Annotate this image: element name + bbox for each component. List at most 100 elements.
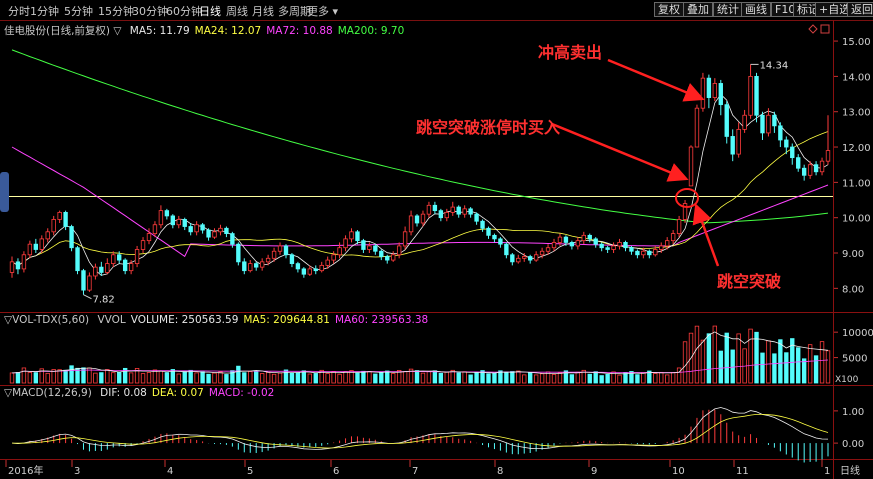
candle-22[interactable] <box>140 237 146 254</box>
candle-97[interactable] <box>587 233 592 243</box>
candle-71[interactable] <box>432 201 438 215</box>
candle-32[interactable] <box>200 222 205 234</box>
candle-59[interactable] <box>361 238 366 254</box>
candle-5[interactable] <box>39 235 44 254</box>
candle-107[interactable] <box>647 249 652 259</box>
corner-icons[interactable] <box>808 24 830 34</box>
candle-104[interactable] <box>629 245 634 255</box>
period-tab-4[interactable]: 30分钟 <box>132 5 168 18</box>
candle-105[interactable] <box>635 249 640 259</box>
candle-103[interactable] <box>623 240 628 252</box>
candle-137[interactable] <box>825 115 831 165</box>
candle-72[interactable] <box>438 208 444 222</box>
candle-20[interactable] <box>128 260 134 275</box>
candle-80[interactable] <box>486 226 491 239</box>
candle-11[interactable] <box>75 245 80 275</box>
candle-100[interactable] <box>605 245 610 254</box>
candle-106[interactable] <box>641 247 646 259</box>
candle-122[interactable] <box>736 122 741 158</box>
candle-49[interactable] <box>301 267 307 278</box>
candle-28[interactable] <box>176 215 181 229</box>
candle-4[interactable] <box>33 238 39 254</box>
candle-96[interactable] <box>581 231 586 245</box>
candle-19[interactable] <box>122 258 128 275</box>
candle-35[interactable] <box>218 224 223 236</box>
candle-66[interactable] <box>402 226 408 250</box>
candle-57[interactable] <box>349 228 354 243</box>
period-tab-1[interactable]: 1分钟 <box>30 5 59 18</box>
candle-24[interactable] <box>152 221 158 238</box>
toolbar-button-7[interactable]: 返回 <box>847 2 873 17</box>
candle-39[interactable] <box>242 258 247 275</box>
period-tab-10[interactable]: 更多 ▾ <box>307 5 339 18</box>
candle-70[interactable] <box>426 201 432 218</box>
candle-13[interactable] <box>87 272 92 292</box>
candle-60[interactable] <box>367 242 372 254</box>
candle-31[interactable] <box>194 221 199 236</box>
candle-102[interactable] <box>617 238 622 250</box>
candle-36[interactable] <box>224 226 229 238</box>
candle-41[interactable] <box>254 261 259 271</box>
candle-81[interactable] <box>492 233 497 243</box>
candle-82[interactable] <box>498 237 503 248</box>
candle-17[interactable] <box>111 251 116 268</box>
period-tab-8[interactable]: 月线 <box>252 5 274 18</box>
candle-34[interactable] <box>212 228 217 239</box>
candle-75[interactable] <box>456 205 461 218</box>
candle-112[interactable] <box>676 215 682 238</box>
period-tab-9[interactable]: 多周期 <box>278 5 311 18</box>
candles[interactable] <box>9 64 831 295</box>
candle-134[interactable] <box>807 161 813 179</box>
candle-94[interactable] <box>569 240 575 250</box>
candle-42[interactable] <box>259 258 265 271</box>
candle-61[interactable] <box>373 244 378 255</box>
period-tab-2[interactable]: 5分钟 <box>64 5 93 18</box>
candle-119[interactable] <box>718 79 723 116</box>
candle-128[interactable] <box>772 111 777 133</box>
period-tab-3[interactable]: 15分钟 <box>98 5 134 18</box>
candle-113[interactable] <box>682 200 688 223</box>
candle-12[interactable] <box>81 268 86 295</box>
candle-77[interactable] <box>468 207 473 218</box>
candle-3[interactable] <box>27 240 33 259</box>
candle-67[interactable] <box>408 210 414 236</box>
candle-78[interactable] <box>474 212 479 225</box>
candle-2[interactable] <box>21 251 27 273</box>
candle-33[interactable] <box>206 228 211 241</box>
candle-121[interactable] <box>730 129 735 162</box>
candle-99[interactable] <box>599 242 604 252</box>
candle-53[interactable] <box>325 256 330 269</box>
candle-108[interactable] <box>653 245 658 257</box>
candle-64[interactable] <box>391 251 396 262</box>
period-tab-5[interactable]: 60分钟 <box>166 5 202 18</box>
candle-118[interactable] <box>712 78 718 102</box>
candle-6[interactable] <box>45 228 50 243</box>
candle-114[interactable] <box>688 145 694 187</box>
candle-123[interactable] <box>742 109 747 133</box>
candle-89[interactable] <box>539 247 545 259</box>
candle-45[interactable] <box>277 242 283 255</box>
candle-131[interactable] <box>790 143 795 165</box>
candle-132[interactable] <box>796 154 801 172</box>
candle-116[interactable] <box>700 72 706 112</box>
candle-43[interactable] <box>265 254 271 266</box>
candle-50[interactable] <box>307 265 312 276</box>
candle-98[interactable] <box>593 237 598 248</box>
candle-16[interactable] <box>105 258 110 275</box>
candle-125[interactable] <box>754 72 759 123</box>
candle-91[interactable] <box>551 238 557 252</box>
candle-0[interactable] <box>9 256 15 278</box>
candle-92[interactable] <box>557 233 563 246</box>
candle-15[interactable] <box>99 261 104 276</box>
candle-117[interactable] <box>706 74 712 109</box>
candle-65[interactable] <box>396 242 402 259</box>
candle-7[interactable] <box>51 215 56 236</box>
candle-73[interactable] <box>444 208 449 222</box>
candle-129[interactable] <box>778 122 783 148</box>
candle-95[interactable] <box>575 237 581 250</box>
toolbar-button-1[interactable]: 叠加 <box>683 2 713 17</box>
candle-30[interactable] <box>188 222 193 236</box>
candle-51[interactable] <box>313 265 318 275</box>
candle-55[interactable] <box>337 242 342 259</box>
